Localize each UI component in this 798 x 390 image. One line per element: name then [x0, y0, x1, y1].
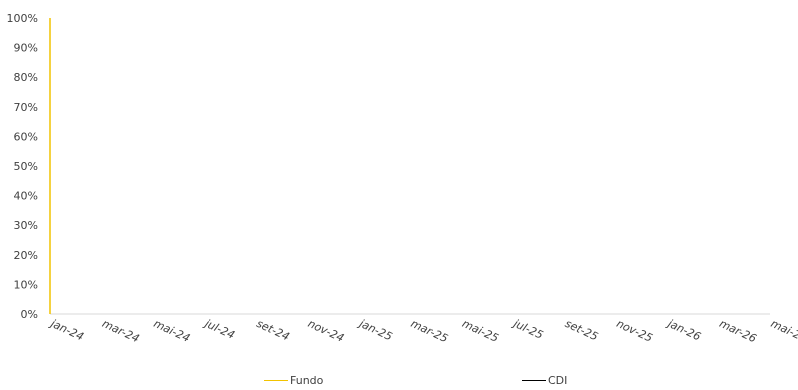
- x-tick-label: set-24: [254, 317, 291, 343]
- x-tick-label: jan-26: [664, 316, 703, 343]
- legend-swatch-fundo: [264, 380, 288, 381]
- x-tick-label: set-25: [563, 317, 600, 343]
- x-tick-label: mar-26: [717, 317, 758, 345]
- x-tick-label: jul-25: [510, 316, 545, 342]
- y-tick-label: 40%: [14, 190, 38, 203]
- x-tick-label: mar-25: [409, 317, 450, 345]
- chart-plot: 0% 10% 20% 30% 40% 50% 60% 70% 80% 90% 100% jan-24 m…: [7, 12, 798, 345]
- legend-item-fundo: Fundo: [264, 374, 323, 387]
- y-tick-label: 90%: [14, 42, 38, 55]
- y-tick-label: 60%: [14, 130, 38, 143]
- y-tick-label: 0%: [21, 308, 38, 321]
- x-tick-label: jan-25: [355, 316, 394, 343]
- legend-item-cdi: CDI: [522, 374, 567, 387]
- legend-swatch-cdi: [522, 380, 546, 381]
- y-tick-label: 100%: [7, 12, 38, 25]
- x-tick-label: mai-26: [769, 317, 798, 345]
- y-tick-label: 10%: [14, 278, 38, 291]
- x-tick-label: jul-24: [201, 316, 236, 342]
- y-tick-label: 50%: [14, 160, 38, 173]
- y-tick-label: 30%: [14, 219, 38, 232]
- x-tick-label: mar-24: [100, 317, 141, 345]
- legend-label-cdi: CDI: [548, 374, 568, 387]
- x-tick-label: jan-24: [47, 316, 86, 343]
- y-tick-label: 70%: [14, 101, 38, 114]
- x-tick-label: nov-24: [306, 317, 346, 345]
- x-tick-label: mai-24: [152, 317, 192, 345]
- y-tick-label: 20%: [14, 249, 38, 262]
- x-tick-label: mai-25: [460, 317, 500, 345]
- y-tick-label: 80%: [14, 71, 38, 84]
- x-tick-label: nov-25: [614, 317, 654, 345]
- legend: Fundo CDI: [0, 374, 798, 390]
- legend-label-fundo: Fundo: [290, 374, 324, 387]
